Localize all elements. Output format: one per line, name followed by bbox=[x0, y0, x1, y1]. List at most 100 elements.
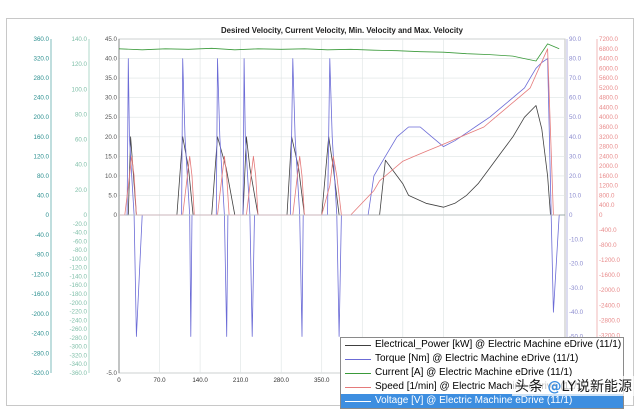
y-tick-label-current: 120.0 bbox=[34, 153, 50, 160]
y-tick-label-speed: 0 bbox=[599, 212, 603, 219]
y-tick-label-speed: -2400.0 bbox=[599, 302, 621, 309]
y-tick-label-power: 20.0 bbox=[75, 187, 88, 194]
y-tick-label-power: -280.0 bbox=[69, 335, 87, 342]
y-tick-label-current: 40.0 bbox=[37, 192, 50, 199]
y-tick-label-torque: -40.0 bbox=[569, 309, 584, 316]
x-tick-label: 140.0 bbox=[192, 377, 208, 384]
y-tick-label-torque: -20.0 bbox=[569, 261, 584, 268]
y-tick-label-power: -80.0 bbox=[73, 247, 88, 254]
y-tick-label-speed: 800.0 bbox=[599, 192, 615, 199]
y-tick-label-power: -100.0 bbox=[69, 256, 87, 263]
y-tick-label-power: -340.0 bbox=[69, 361, 87, 368]
y-tick-label-power: -20.0 bbox=[73, 221, 88, 228]
y-tick-label-power: -180.0 bbox=[69, 291, 87, 298]
y-tick-label-current: -320.0 bbox=[31, 370, 49, 377]
y-tick-label-voltage: 0 bbox=[114, 212, 118, 219]
y-tick-label-torque: 90.0 bbox=[569, 36, 582, 43]
watermark-handle: LY说新能源 bbox=[561, 379, 632, 395]
y-tick-label-current: 360.0 bbox=[34, 36, 50, 43]
legend-entry[interactable]: Speed [1/min] @ Electric Machine eDrive … bbox=[341, 380, 623, 394]
chart-legend[interactable]: Electrical_Power [kW] @ Electric Machine… bbox=[340, 337, 624, 409]
legend-entry[interactable]: Torque [Nm] @ Electric Machine eDrive (1… bbox=[341, 352, 623, 366]
y-tick-label-torque: 40.0 bbox=[569, 134, 582, 141]
y-tick-label-current: -280.0 bbox=[31, 350, 49, 357]
y-tick-label-voltage: 35.0 bbox=[105, 75, 118, 82]
y-tick-label-speed: 6400.0 bbox=[599, 56, 618, 63]
y-tick-label-power: 80.0 bbox=[75, 111, 88, 118]
y-tick-label-speed: 4000.0 bbox=[599, 114, 618, 121]
y-tick-label-power: -220.0 bbox=[69, 309, 87, 316]
y-tick-label-power: -120.0 bbox=[69, 265, 87, 272]
y-tick-label-power: -140.0 bbox=[69, 273, 87, 280]
y-tick-label-speed: 5600.0 bbox=[599, 75, 618, 82]
x-tick-label: 210.0 bbox=[233, 377, 249, 384]
y-tick-label-voltage: 40.0 bbox=[105, 56, 118, 63]
y-tick-label-voltage: 45.0 bbox=[105, 36, 118, 43]
legend-label-speed: Speed [1/min] @ Electric Machine eDrive … bbox=[375, 381, 586, 392]
watermark: 头条 @LY说新能源 bbox=[512, 376, 635, 396]
y-tick-label-current: -120.0 bbox=[31, 271, 49, 278]
legend-entry[interactable]: Electrical_Power [kW] @ Electric Machine… bbox=[341, 338, 623, 352]
y-tick-label-voltage: 25.0 bbox=[105, 114, 118, 121]
y-tick-label-voltage: -5.0 bbox=[106, 370, 117, 377]
y-tick-label-speed: 1200.0 bbox=[599, 183, 618, 190]
y-tick-label-speed: 4400.0 bbox=[599, 104, 618, 111]
y-tick-label-current: -200.0 bbox=[31, 311, 49, 318]
legend-swatch-torque bbox=[345, 359, 371, 360]
y-tick-label-speed: 7200.0 bbox=[599, 36, 618, 43]
y-tick-label-speed: 6800.0 bbox=[599, 46, 618, 53]
y-tick-label-power: 120.0 bbox=[72, 61, 88, 68]
watermark-at: @ bbox=[547, 379, 562, 395]
y-tick-label-current: 240.0 bbox=[34, 95, 50, 102]
y-tick-label-speed: -1200.0 bbox=[599, 257, 621, 264]
y-tick-label-speed: 4800.0 bbox=[599, 95, 618, 102]
y-tick-label-voltage: 5.0 bbox=[108, 192, 117, 199]
y-tick-label-voltage: 20.0 bbox=[105, 134, 118, 141]
y-tick-label-current: 80.0 bbox=[37, 173, 50, 180]
y-tick-label-current: 320.0 bbox=[34, 56, 50, 63]
y-tick-label-torque: -10.0 bbox=[569, 236, 584, 243]
y-tick-label-speed: 2800.0 bbox=[599, 144, 618, 151]
plot-area bbox=[118, 38, 566, 374]
legend-entry[interactable]: Current [A] @ Electric Machine eDrive (1… bbox=[341, 366, 623, 380]
y-tick-label-speed: 3200.0 bbox=[599, 134, 618, 141]
series-line-3 bbox=[119, 48, 560, 216]
y-tick-label-torque: 80.0 bbox=[569, 56, 582, 63]
y-tick-label-speed: 3600.0 bbox=[599, 124, 618, 131]
y-tick-label-speed: -2000.0 bbox=[599, 287, 621, 294]
y-tick-label-current: -80.0 bbox=[35, 252, 50, 259]
legend-label-torque: Torque [Nm] @ Electric Machine eDrive (1… bbox=[375, 353, 579, 364]
y-tick-label-current: -240.0 bbox=[31, 331, 49, 338]
legend-swatch-voltage bbox=[345, 401, 371, 402]
legend-entry-selected[interactable]: Voltage [V] @ Electric Machine eDrive (1… bbox=[341, 394, 623, 408]
y-tick-label-power: 40.0 bbox=[75, 162, 88, 169]
y-tick-label-speed: -1600.0 bbox=[599, 272, 621, 279]
watermark-prefix: 头条 bbox=[515, 379, 548, 395]
x-tick-label: 350.0 bbox=[314, 377, 330, 384]
y-tick-label-current: -160.0 bbox=[31, 291, 49, 298]
y-tick-label-speed: 400.0 bbox=[599, 202, 615, 209]
y-tick-label-torque: 70.0 bbox=[569, 75, 582, 82]
y-tick-label-speed: 5200.0 bbox=[599, 85, 618, 92]
y-tick-label-speed: 6000.0 bbox=[599, 65, 618, 72]
y-tick-label-torque: 0 bbox=[569, 212, 573, 219]
y-tick-label-voltage: 10.0 bbox=[105, 173, 118, 180]
y-tick-label-power: -360.0 bbox=[69, 370, 87, 377]
y-tick-label-power: -200.0 bbox=[69, 300, 87, 307]
y-tick-label-torque: 60.0 bbox=[569, 95, 582, 102]
y-tick-label-power: 140.0 bbox=[72, 36, 88, 43]
legend-label-voltage: Voltage [V] @ Electric Machine eDrive (1… bbox=[375, 395, 573, 406]
y-tick-label-power: -60.0 bbox=[73, 238, 88, 245]
y-tick-label-current: 280.0 bbox=[34, 75, 50, 82]
y-tick-label-current: 200.0 bbox=[34, 114, 50, 121]
legend-label-current: Current [A] @ Electric Machine eDrive (1… bbox=[375, 367, 573, 378]
y-tick-label-power: -40.0 bbox=[73, 230, 88, 237]
y-tick-label-speed: -2800.0 bbox=[599, 317, 621, 324]
y-tick-label-current: -40.0 bbox=[35, 232, 50, 239]
y-tick-label-power: -320.0 bbox=[69, 352, 87, 359]
legend-swatch-current bbox=[345, 373, 371, 374]
y-tick-label-voltage: 30.0 bbox=[105, 95, 118, 102]
y-tick-label-speed: 2000.0 bbox=[599, 163, 618, 170]
y-tick-label-torque: 50.0 bbox=[569, 114, 582, 121]
x-tick-label: 70.0 bbox=[154, 377, 167, 384]
